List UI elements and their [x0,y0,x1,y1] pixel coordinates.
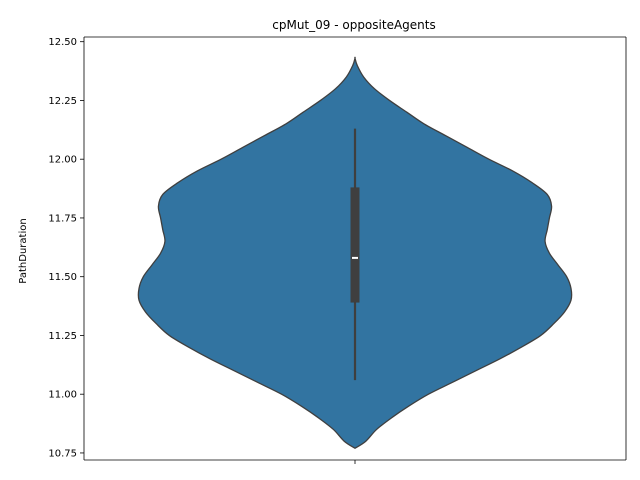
y-tick-label: 12.50 [48,37,77,48]
y-tick-label: 11.25 [48,331,77,342]
y-tick-label: 11.00 [48,390,77,401]
y-tick-label: 12.00 [48,155,77,166]
y-tick-label: 11.75 [48,213,77,224]
iqr-box [350,187,360,303]
plot-area: 10.75 11.00 11.25 11.50 11.75 12.00 12.25 12.50 [48,36,627,464]
y-tick-label: 10.75 [48,448,77,459]
y-axis-title: PathDuration [18,218,29,283]
chart-title: cpMut_09 - oppositeAgents [272,18,435,32]
y-tick-label: 11.50 [48,272,77,283]
y-tick-label: 12.25 [48,96,77,107]
